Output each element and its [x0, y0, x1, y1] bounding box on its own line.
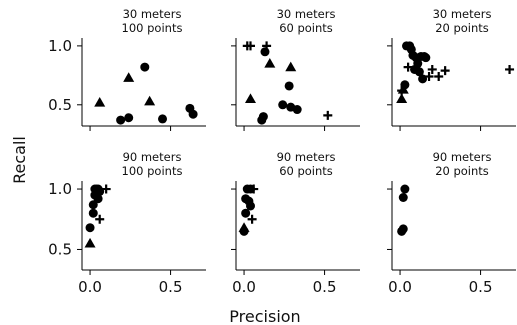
y-tick-label: 1.0: [48, 37, 72, 55]
triangle-point: [264, 58, 276, 68]
y-axis-label: Recall: [10, 136, 29, 184]
plus-point: [101, 184, 111, 194]
plus-point: [424, 72, 434, 82]
plus-point: [247, 214, 257, 224]
panel-title-points: 60 points: [279, 164, 333, 178]
triangle-point: [396, 93, 408, 104]
plus-point: [505, 64, 515, 74]
triangle-point: [244, 93, 256, 104]
x-tick-label: 0.5: [159, 278, 183, 296]
triangle-point: [94, 96, 106, 107]
plus-point: [249, 184, 259, 194]
triangle-point: [285, 61, 297, 72]
plus-point: [397, 86, 407, 96]
panel-title-distance: 90 meters: [433, 150, 492, 164]
plus-point: [434, 72, 444, 82]
circle-point: [414, 67, 424, 77]
circle-point: [140, 62, 150, 72]
y-tick-label: 0.5: [48, 96, 72, 114]
x-tick-label: 0.5: [313, 278, 337, 296]
circle-point: [88, 200, 98, 210]
panel-title-distance: 30 meters: [123, 7, 182, 21]
panel-title-distance: 90 meters: [123, 150, 182, 164]
circle-point: [398, 193, 408, 202]
x-tick-label: 0.0: [388, 278, 412, 296]
panel-title-points: 100 points: [122, 21, 183, 35]
circle-point: [188, 109, 198, 119]
plus-point: [95, 214, 105, 224]
x-axis-label: Precision: [229, 307, 300, 325]
plus-point: [245, 41, 255, 51]
y-tick-label: 1.0: [48, 180, 72, 198]
circle-point: [116, 115, 126, 125]
triangle-point: [123, 72, 135, 82]
plus-point: [262, 41, 272, 51]
circle-point: [258, 112, 268, 122]
circle-point: [260, 47, 270, 57]
circle-point: [278, 100, 288, 110]
circle-point: [124, 113, 134, 123]
circle-point: [241, 208, 251, 218]
circle-point: [88, 208, 98, 218]
circle-point: [245, 201, 255, 211]
circle-point: [292, 105, 302, 115]
circle-point: [158, 114, 168, 124]
circle-point: [85, 223, 95, 233]
panel-title-distance: 30 meters: [433, 7, 492, 21]
y-tick-label: 0.5: [48, 240, 72, 258]
circle-point: [421, 53, 431, 63]
panel-title-distance: 30 meters: [277, 7, 336, 21]
x-tick-label: 0.5: [469, 278, 493, 296]
triangle-point: [144, 95, 156, 106]
circle-point: [398, 224, 408, 234]
circle-point: [284, 81, 294, 91]
panel-title-points: 60 points: [279, 21, 333, 35]
panel-title-points: 100 points: [122, 164, 183, 178]
panel-title-points: 20 points: [435, 21, 489, 35]
plus-point: [440, 66, 450, 76]
panel-title-distance: 90 meters: [277, 150, 336, 164]
plus-point: [403, 62, 413, 72]
circle-point: [93, 194, 103, 204]
triangle-point: [84, 237, 96, 248]
circle-point: [400, 184, 410, 194]
panel-title-points: 20 points: [435, 164, 489, 178]
x-tick-label: 0.0: [78, 278, 102, 296]
x-tick-label: 0.0: [232, 278, 256, 296]
plus-point: [323, 110, 333, 120]
triangle-point: [238, 222, 250, 232]
circle-point: [413, 59, 423, 69]
plus-point: [427, 64, 437, 74]
